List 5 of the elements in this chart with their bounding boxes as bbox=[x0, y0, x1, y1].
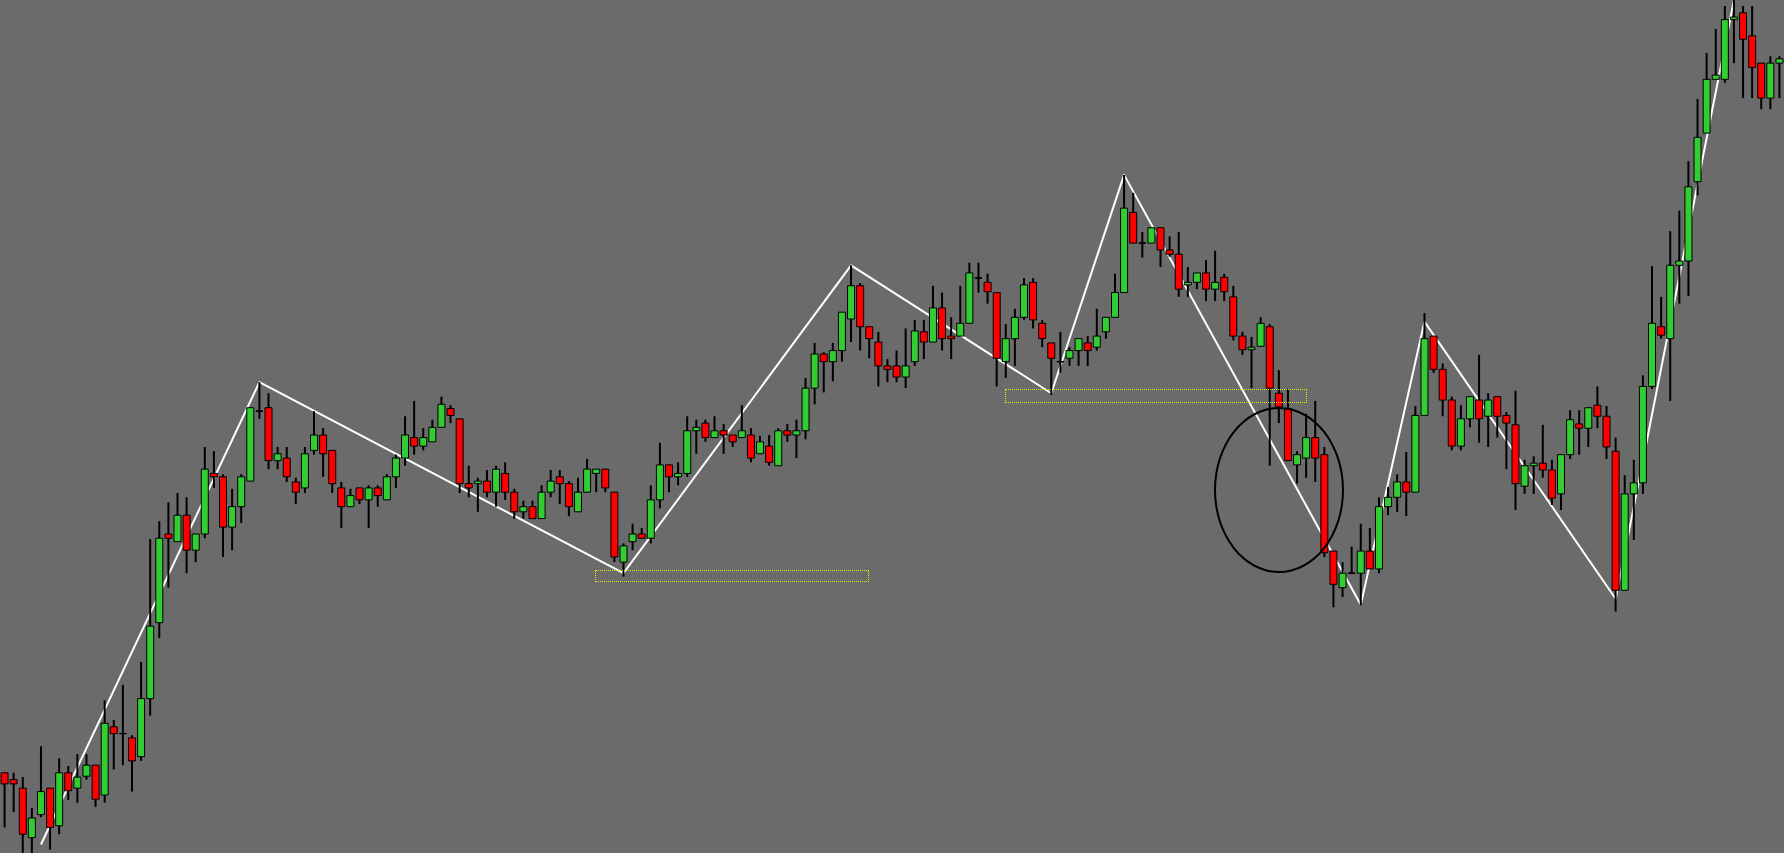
candlestick bbox=[1038, 318, 1047, 349]
candlestick bbox=[1047, 341, 1056, 396]
candlestick bbox=[1274, 369, 1283, 425]
candlestick bbox=[1056, 330, 1065, 374]
candlestick bbox=[983, 272, 992, 305]
